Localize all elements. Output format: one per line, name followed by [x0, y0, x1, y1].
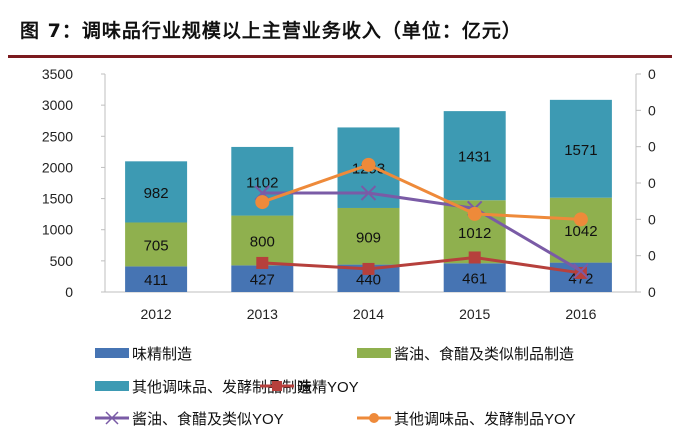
bar-segment [337, 207, 400, 265]
yoy-marker-square [468, 251, 481, 264]
bar-data-label: 1431 [458, 149, 491, 166]
legend-label: 酱油、食醋及类似YOY [132, 411, 284, 428]
x-tick-label: 2016 [565, 306, 596, 322]
yoy-marker-square [362, 262, 375, 275]
bar-data-label: 705 [144, 237, 169, 254]
legend-label: 味精YOY [297, 379, 359, 396]
legend-label: 味精制造 [132, 346, 192, 363]
legend-marker-x [105, 411, 119, 425]
left-tick-label: 0 [65, 284, 73, 300]
legend-swatch [95, 348, 129, 358]
right-tick-label: 0 [648, 284, 656, 300]
yoy-marker-square [256, 256, 269, 269]
yoy-line [262, 255, 582, 275]
bar-data-label: 1042 [564, 223, 597, 240]
right-tick-label: 0 [648, 102, 656, 118]
bar-segment [231, 265, 294, 292]
right-tick-label: 0 [648, 248, 656, 264]
bar-data-label: 1102 [246, 174, 278, 191]
yoy-marker-x [573, 263, 589, 279]
right-tick-label: 0 [648, 139, 656, 155]
legend-swatch [357, 348, 391, 358]
yoy-marker-circle [467, 206, 482, 221]
left-tick-label: 1500 [42, 191, 73, 207]
yoy-marker-circle [255, 195, 270, 210]
bar-data-label: 1012 [458, 225, 491, 242]
bar-segment [443, 263, 506, 292]
figure-title: 图 7：调味品行业规模以上主营业务收入（单位：亿元） [20, 20, 522, 42]
yoy-line [261, 163, 581, 221]
bar-segment [125, 222, 188, 267]
x-tick-label: 2012 [141, 306, 172, 322]
legend-marker-square [272, 381, 282, 391]
left-tick-label: 500 [50, 253, 74, 269]
yoy-marker-x [360, 185, 377, 201]
legend-marker-circle [369, 413, 379, 423]
bar-data-label: 1571 [564, 142, 597, 159]
left-tick-label: 2500 [42, 128, 73, 144]
bar-data-label: 461 [462, 271, 487, 288]
bar-data-label: 427 [250, 272, 275, 289]
legend-label: 酱油、食醋及类似制品制造 [394, 346, 574, 363]
bar-segment [125, 266, 188, 292]
legend-label: 其他调味品、发酵制品YOY [394, 411, 576, 428]
right-tick-label: 0 [648, 175, 656, 191]
bar-segment [549, 99, 612, 198]
bar-segment [443, 111, 506, 201]
right-tick-label: 0 [648, 66, 656, 82]
bar-segment [125, 161, 188, 223]
bar-data-label: 800 [250, 233, 275, 250]
x-tick-label: 2015 [459, 306, 490, 322]
x-tick-label: 2013 [247, 306, 278, 322]
bar-data-label: 440 [356, 271, 381, 288]
legend-swatch [95, 381, 129, 391]
bar-data-label: 982 [144, 185, 169, 202]
yoy-line [262, 191, 582, 273]
bar-data-label: 909 [356, 229, 381, 246]
bar-data-label: 411 [144, 272, 168, 289]
x-tick-label: 2014 [353, 306, 384, 322]
left-tick-label: 1000 [42, 222, 73, 238]
yoy-marker-circle [573, 212, 588, 227]
left-tick-label: 2000 [42, 159, 73, 175]
right-tick-label: 0 [648, 211, 656, 227]
left-tick-label: 3000 [42, 97, 73, 113]
left-tick-label: 3500 [42, 66, 73, 82]
bar-segment [549, 197, 612, 263]
title-divider [8, 55, 672, 58]
yoy-marker-circle [361, 157, 376, 172]
legend-label: 其他调味品、发酵制品制造 [132, 379, 312, 396]
